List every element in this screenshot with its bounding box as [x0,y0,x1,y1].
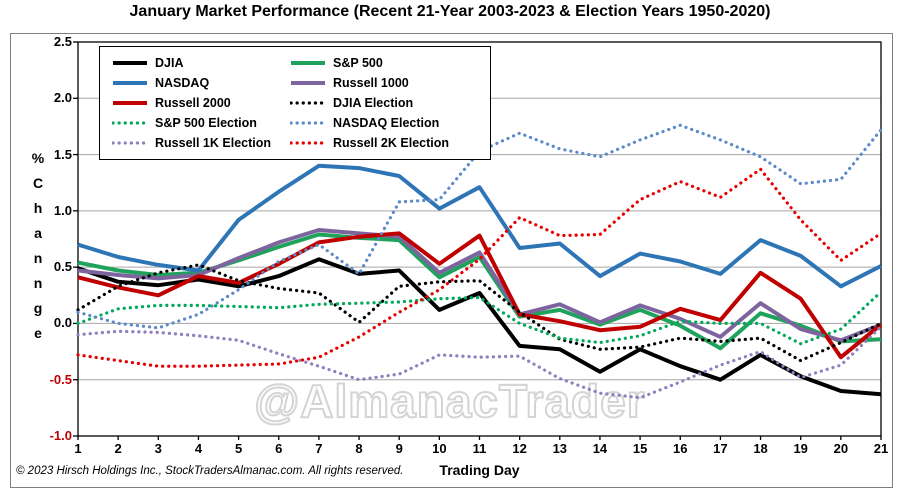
x-tick-label: 21 [873,441,889,456]
x-tick-label: 19 [793,441,808,456]
y-axis-label-char: n [33,275,43,291]
legend-item: Russell 1000 [290,76,480,90]
legend-label: S&P 500 Election [155,116,257,130]
x-tick-label: 10 [432,441,447,456]
series-line-russell-2000 [77,231,883,360]
legend-item: NASDAQ [112,76,290,90]
y-tick-label: 0.0 [53,315,72,331]
legend-swatch-dotted-line [112,141,148,145]
series-line-russell-2k-election [76,167,883,368]
x-tick-label: 5 [234,441,243,456]
chart-outer-border [10,33,893,488]
y-axis-label-char: g [33,300,43,316]
legend-item: Russell 2K Election [290,136,480,150]
legend-item: Russell 2000 [112,96,290,110]
legend-label: NASDAQ [155,76,210,90]
x-axis-title: Trading Day [439,462,520,478]
y-tick-label: 1.5 [53,146,72,162]
x-tick-label: 11 [472,441,487,456]
series-line-djia-election [76,263,883,363]
series-line-nasdaq [77,163,882,289]
series-line-russell-1k-election [76,325,883,400]
legend-label: Russell 2000 [155,96,231,110]
legend-label: DJIA [155,56,184,70]
copyright-footer: © 2023 Hirsch Holdings Inc., StockTrader… [16,465,404,477]
legend-item: Russell 1K Election [112,136,290,150]
y-tick-label: 0.5 [53,259,72,275]
x-tick-label: 6 [275,441,283,456]
series-line-djia [77,257,882,397]
legend-label: Russell 2K Election [333,136,450,150]
legend-item: S&P 500 [290,56,480,70]
x-tick-label: 14 [592,441,608,456]
x-tick-label: 16 [673,441,688,456]
legend-swatch-solid-line [113,101,147,105]
y-tick-label: 2.0 [53,90,72,106]
legend-item: S&P 500 Election [112,116,290,130]
y-axis-label-char: e [34,325,42,341]
y-axis-label-char: C [32,175,44,191]
x-tick-label: 1 [74,441,82,456]
x-tick-label: 7 [315,441,323,456]
x-tick-label: 12 [512,441,527,456]
legend-swatch-solid-line [291,61,325,65]
x-tick-label: 3 [154,441,162,456]
legend-swatch-dotted-line [290,141,326,145]
legend-swatch-solid-line [291,81,325,85]
watermark: @AlmanacTrader [253,374,646,428]
legend-item: DJIA Election [290,96,480,110]
chart-title: January Market Performance (Recent 21-Ye… [129,3,771,20]
legend-swatch-solid-line [113,61,147,65]
y-tick-label: 1.0 [53,202,72,218]
x-tick-label: 13 [552,441,568,456]
x-tick-label: 15 [632,441,648,456]
y-tick-label: -1.0 [49,428,72,443]
x-tick-label: 17 [713,441,728,456]
legend-item: NASDAQ Election [290,116,480,130]
x-tick-label: 20 [833,441,849,456]
y-axis-label-char: n [33,250,43,266]
x-tick-label: 9 [395,441,403,456]
legend-swatch-solid-line [113,81,147,85]
y-axis-label-char: a [34,225,42,241]
legend-item: DJIA [112,56,290,70]
x-tick-label: 4 [194,441,203,456]
y-axis-label-char: % [31,150,45,166]
legend-label: DJIA Election [333,96,414,110]
legend-swatch-dotted-line [290,101,326,105]
x-tick-label: 18 [753,441,768,456]
legend-label: NASDAQ Election [333,116,440,130]
series-line-russell-1000 [77,228,882,343]
legend-label: Russell 1K Election [155,136,272,150]
y-tick-label: 2.5 [53,34,72,49]
x-tick-label: 8 [355,441,363,456]
y-axis-label-char: h [33,200,43,216]
legend-label: S&P 500 [333,56,383,70]
legend-swatch-dotted-line [112,121,148,125]
x-tick-label: 2 [114,441,122,456]
y-tick-label: -0.5 [49,371,72,387]
legend-swatch-dotted-line [290,121,326,125]
legend-label: Russell 1000 [333,76,409,90]
legend-box: DJIA S&P 500 NASDAQ Russell 1000 Russell 200… [99,46,491,160]
